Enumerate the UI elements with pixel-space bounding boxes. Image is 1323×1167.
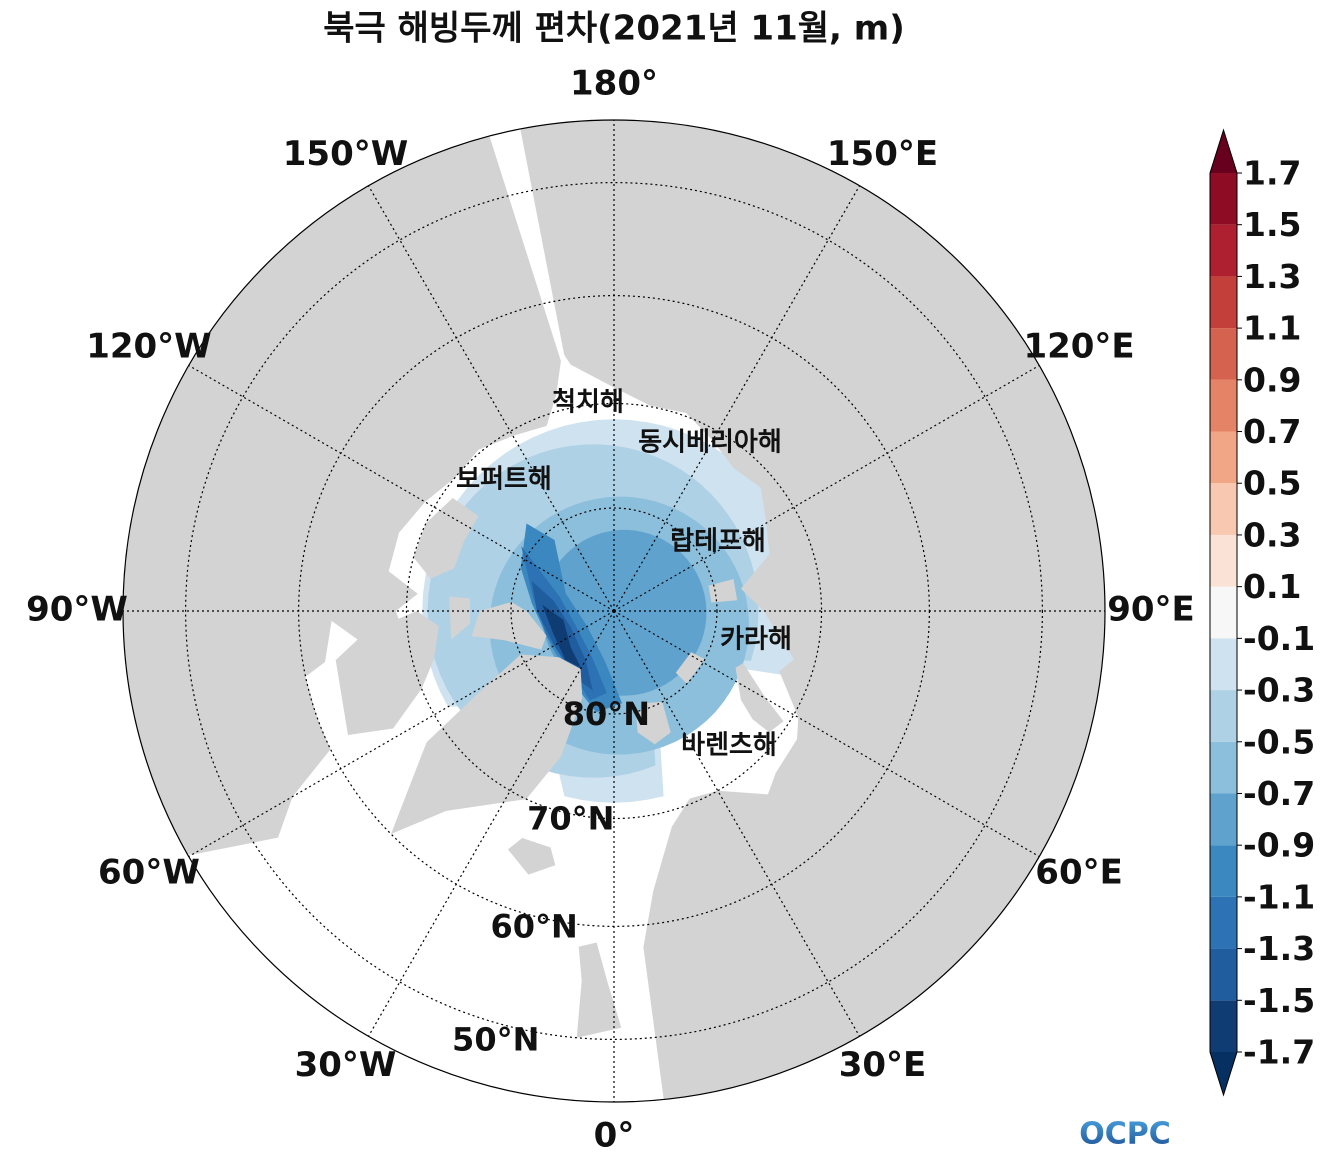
colorbar-tick-label: 1.5 <box>1243 205 1301 244</box>
colorbar-bin <box>1210 896 1237 949</box>
colorbar-bin <box>1210 586 1237 639</box>
colorbar-tick-label: 0.9 <box>1243 360 1301 399</box>
sea-label: 동시베리아해 <box>638 428 782 458</box>
meridian <box>613 610 1040 858</box>
colorbar-bin <box>1210 534 1237 587</box>
colorbar-bin <box>1210 948 1237 1001</box>
sea-label: 척치해 <box>552 388 624 418</box>
sea-label: 보퍼트해 <box>456 465 552 495</box>
land <box>675 652 705 684</box>
logo: OCPC <box>1079 1117 1171 1152</box>
land <box>507 838 556 875</box>
longitude-label: 90°W <box>26 590 128 630</box>
sea-label: 랍테프해 <box>670 527 766 557</box>
land <box>413 498 479 579</box>
sea-label: 카라해 <box>720 625 792 655</box>
meridian <box>188 364 615 612</box>
land <box>509 120 1105 1102</box>
land <box>471 602 547 650</box>
longitude-label: 60°E <box>1035 853 1123 893</box>
meridian <box>613 364 1040 612</box>
colorbar-extend-low <box>1210 1052 1237 1095</box>
sea-ice-field <box>542 604 582 668</box>
colorbar-tick-label: -0.7 <box>1243 774 1315 813</box>
colorbar-tick-label: 0.1 <box>1243 567 1301 606</box>
map-overlay: 80°N 70°N 60°N 50°N 180° 150°E 120°E 90°E 60°E 30… <box>26 64 1195 1156</box>
colorbar-bin <box>1210 690 1237 742</box>
latitude-label: 80°N <box>563 695 650 733</box>
map-area <box>123 120 1105 1102</box>
land <box>449 596 470 640</box>
latitude-circle <box>510 507 718 715</box>
colorbar-bin <box>1210 224 1237 277</box>
longitude-label: 180° <box>570 64 658 104</box>
colorbar-tick-label: 0.3 <box>1243 515 1301 554</box>
latitude-label: 60°N <box>490 907 577 945</box>
colorbar-tick-label: 1.1 <box>1243 309 1301 348</box>
colorbar-bin <box>1210 793 1237 846</box>
colorbar-tick-label: 0.7 <box>1243 412 1301 451</box>
colorbar-bin <box>1210 483 1237 535</box>
longitude-label: 150°E <box>827 134 938 174</box>
colorbar-bin <box>1210 741 1237 794</box>
meridian <box>613 185 861 612</box>
meridian <box>367 610 615 1037</box>
land <box>735 663 784 733</box>
colorbar-tick-label: -1.5 <box>1243 981 1315 1020</box>
longitude-label: 150°W <box>283 134 408 174</box>
map-title: 북극 해빙두께 편차(2021년 11월, m) <box>323 9 905 49</box>
latitude-label: 50°N <box>452 1020 539 1058</box>
longitude-label: 0° <box>594 1116 635 1156</box>
longitude-label: 120°E <box>1023 327 1134 367</box>
colorbar-bin <box>1210 431 1237 484</box>
colorbar-tick-label: 1.3 <box>1243 257 1301 296</box>
colorbar-bin <box>1210 1000 1237 1052</box>
latitude-circle <box>185 182 1043 1040</box>
colorbar-tick-label: 0.5 <box>1243 464 1301 503</box>
land <box>335 611 439 735</box>
meridian <box>188 610 615 858</box>
colorbar-tick-label: -0.5 <box>1243 722 1315 761</box>
colorbar-tick-label: -0.3 <box>1243 671 1315 710</box>
colorbar-tick-label: -0.9 <box>1243 826 1315 865</box>
latitude-circle <box>405 402 823 820</box>
land <box>391 654 583 834</box>
colorbar-tick-label: -0.1 <box>1243 619 1315 658</box>
sea-label: 바렌츠해 <box>681 731 777 761</box>
land <box>636 701 671 745</box>
meridian <box>613 610 861 1037</box>
colorbar-tick-label: -1.7 <box>1243 1033 1315 1072</box>
longitude-label: 120°W <box>86 327 211 367</box>
longitude-label: 30°W <box>295 1045 397 1085</box>
longitude-label: 30°E <box>839 1045 927 1085</box>
colorbar-bin <box>1210 638 1237 691</box>
colorbar-bin <box>1210 173 1237 225</box>
colorbar-tick-label: 1.7 <box>1243 154 1301 193</box>
colorbar-bin <box>1210 328 1237 380</box>
colorbar-bin <box>1210 379 1237 432</box>
colorbar-bin <box>1210 845 1237 897</box>
land <box>576 942 622 1038</box>
colorbar-tick-label: -1.1 <box>1243 877 1315 916</box>
colorbar-extend-high <box>1210 130 1237 173</box>
latitude-label: 70°N <box>527 800 614 838</box>
longitude-label: 60°W <box>98 853 200 893</box>
colorbar-bin <box>1210 276 1237 329</box>
colorbar-tick-label: -1.3 <box>1243 929 1315 968</box>
longitude-label: 90°E <box>1107 590 1195 630</box>
meridian <box>367 185 615 612</box>
